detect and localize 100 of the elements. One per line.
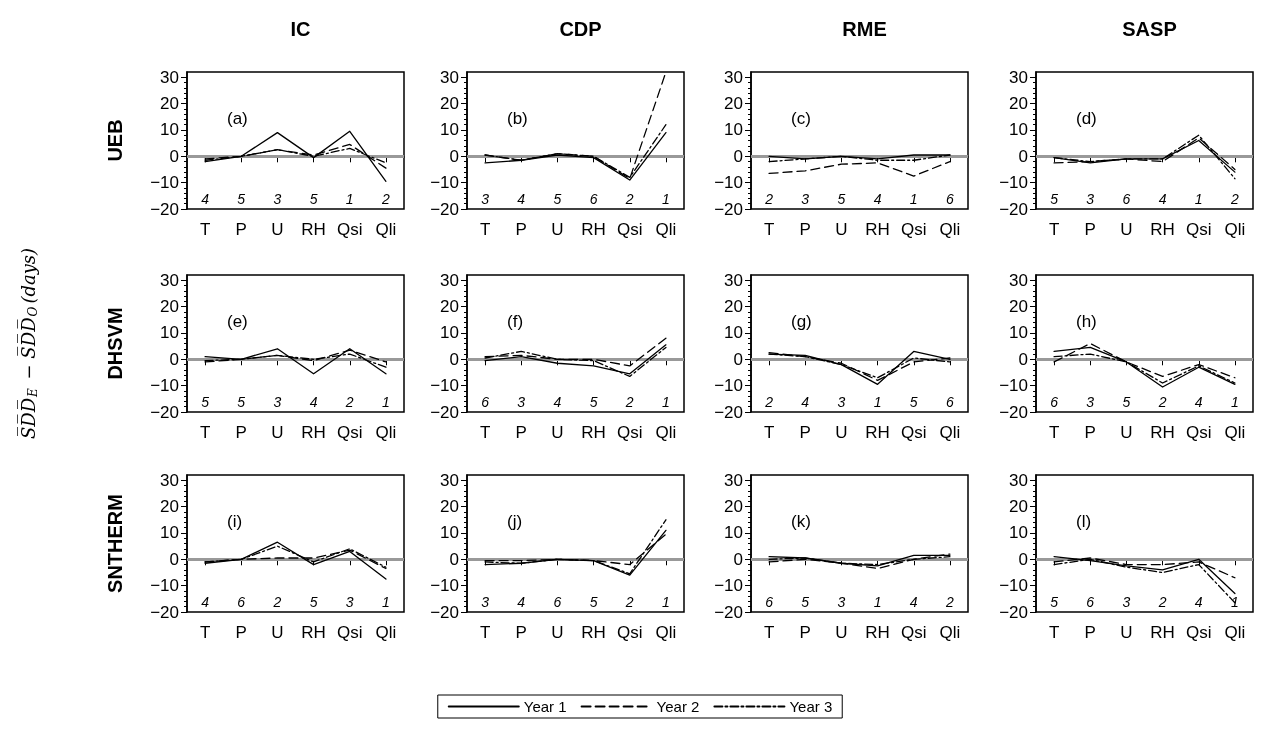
x-tick-label: RH [865,220,890,239]
annotation: (l) [1076,512,1092,531]
x-tick-label: RH [865,423,890,442]
annotation: 6 [237,594,246,610]
y-tick-label: 20 [724,297,743,317]
annotation: 2 [764,191,774,207]
annotation: (f) [507,312,524,331]
y-tick-label: 30 [724,67,743,87]
annotation: (j) [507,512,523,531]
x-tick-label: Qli [655,220,677,239]
x-tick-label: U [551,220,564,239]
annotation: 6 [1086,594,1095,610]
annotation: 4 [1194,594,1203,610]
x-tick-label: U [271,423,284,442]
x-tick-label: T [1048,220,1060,239]
y-tick-label: 10 [440,120,459,140]
x-tick-label: T [1048,623,1060,642]
annotation: 5 [1050,191,1059,207]
x-tick-label: Qsi [1186,423,1212,442]
annotation: (a) [227,109,248,128]
y-tick-label: 0 [1018,549,1028,569]
annotation: 4 [909,594,918,610]
y-tick-label: −20 [430,602,459,622]
y-tick-label: −10 [430,376,459,396]
x-tick-label: T [199,623,211,642]
x-tick-label: Qli [1224,623,1246,642]
x-tick-label: Qsi [617,423,643,442]
x-tick-label: Qsi [901,623,927,642]
y-tick-label: 30 [724,270,743,290]
y-tick-label: −10 [430,576,459,596]
x-tick-label: T [199,220,211,239]
y-tick-label: 10 [724,323,743,343]
x-tick-label: U [835,623,848,642]
x-tick-label: P [1084,623,1096,642]
y-tick-label: 20 [724,94,743,114]
x-tick-label: RH [301,423,326,442]
legend-label: Year 2 [656,698,700,715]
y-tick-label: −10 [999,376,1028,396]
chart-title: SASP [1122,18,1177,40]
x-tick-label: Qsi [617,220,643,239]
annotation: 3 [1086,191,1095,207]
x-tick-label: U [551,623,564,642]
x-tick-label: T [199,423,211,442]
annotation: (d) [1076,109,1097,128]
x-tick-label: Qsi [1186,220,1212,239]
y-tick-label: −20 [150,199,179,219]
annotation: (b) [507,109,528,128]
x-tick-label: RH [1150,423,1175,442]
y-tick-label: 30 [160,270,179,290]
x-tick-label: T [479,423,491,442]
y-tick-label: 0 [449,146,459,166]
annotation: 6 [946,191,955,207]
y-tick-label: 20 [1009,497,1028,517]
annotation: 1 [873,594,882,610]
annotation: 3 [481,191,490,207]
y-tick-label: 20 [1009,297,1028,317]
y-tick-label: −10 [714,173,743,193]
annotation: 1 [1231,394,1239,410]
y-tick-label: −20 [150,602,179,622]
y-tick-label: 30 [1009,470,1028,490]
x-tick-label: P [1084,423,1096,442]
x-tick-label: T [763,623,775,642]
annotation: (i) [227,512,243,531]
y-tick-label: 10 [160,523,179,543]
y-tick-label: 20 [440,297,459,317]
annotation: 3 [1086,394,1095,410]
annotation: 4 [1158,191,1167,207]
x-tick-label: P [799,220,811,239]
x-tick-label: RH [1150,220,1175,239]
annotation: 4 [517,594,526,610]
annotation: 2 [764,394,774,410]
annotation: 3 [1122,594,1131,610]
annotation: 4 [517,191,526,207]
y-tick-label: −20 [150,402,179,422]
y-tick-label: −10 [150,173,179,193]
annotation: 2 [1157,594,1167,610]
annotation: (e) [227,312,248,331]
x-tick-label: RH [581,423,606,442]
x-tick-label: Qli [375,623,397,642]
x-tick-label: Qsi [337,423,363,442]
y-tick-label: 0 [169,146,179,166]
y-tick-label: 20 [160,94,179,114]
annotation: 3 [481,594,490,610]
annotation: 6 [481,394,490,410]
y-tick-label: 10 [160,323,179,343]
annotation: 5 [309,594,318,610]
x-tick-label: Qsi [337,220,363,239]
annotation: 3 [517,394,526,410]
annotation: 5 [237,191,246,207]
y-tick-label: 20 [440,497,459,517]
y-tick-label: 10 [724,120,743,140]
y-tick-label: −10 [430,173,459,193]
x-tick-label: U [835,220,848,239]
annotation: (h) [1076,312,1097,331]
annotation: 1 [1231,594,1239,610]
annotation: (g) [791,312,812,331]
annotation: 3 [837,594,846,610]
chart-title: RME [842,18,887,40]
text: S̅D̅D̅E − S̅D̅D̅O(days) [17,247,40,440]
chart-title: IC [290,18,311,40]
